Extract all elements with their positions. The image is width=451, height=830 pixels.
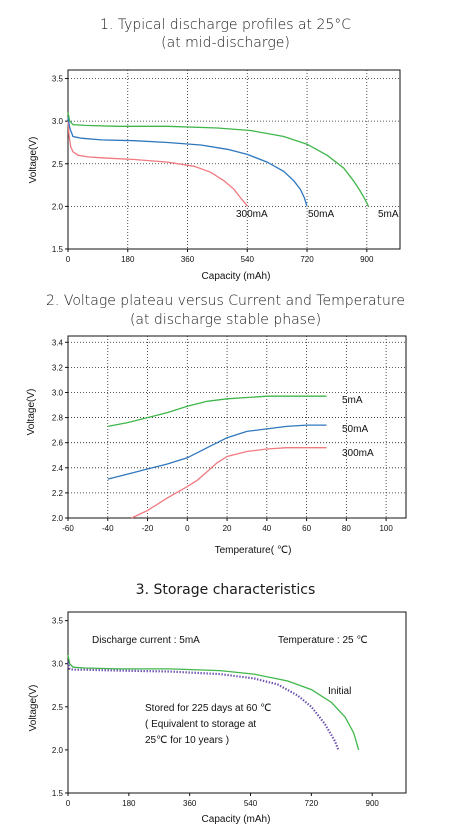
x-tick-label: 540 <box>241 255 255 264</box>
x-tick-label: 540 <box>244 799 258 808</box>
series-300ma <box>67 121 248 207</box>
series-5ma <box>67 112 370 207</box>
y-tick-label: 2.4 <box>52 464 64 473</box>
x-tick-label: 0 <box>66 799 71 808</box>
chart2-label-50ma: 50mA <box>342 424 368 435</box>
chart3-plot: 0 180 360 540 720 900 1.5 2.0 2.5 3.0 3.5 <box>52 611 407 808</box>
chart1-title: 1. Typical discharge profiles at 25°C <box>99 17 352 33</box>
chart2-svg: -60 -40 -20 0 20 40 60 80 100 2.0 2.2 2.4 2.6 2.8 3.0 3… <box>26 335 407 556</box>
chart1-label-5mA: 5mA <box>378 209 399 220</box>
series-stored-for-225-days-at-60- <box>66 661 340 751</box>
y-tick-label: 2.0 <box>52 746 64 755</box>
y-tick-label: 3.5 <box>52 75 64 84</box>
x-tick-label: -40 <box>102 524 114 533</box>
chart1-label-300mA: 300mA <box>236 209 268 220</box>
x-tick-label: 60 <box>302 524 311 533</box>
series-50ma <box>67 116 308 207</box>
y-tick-label: 3.0 <box>52 117 64 126</box>
x-tick-label: -20 <box>142 524 154 533</box>
y-tick-label: 3.2 <box>52 363 64 372</box>
chart3-stored-line3: 25℃ for 10 years ) <box>145 735 229 746</box>
x-tick-label: 360 <box>181 255 195 264</box>
chart1-ylabel: Voltage(V) <box>28 137 39 184</box>
x-tick-label: 20 <box>223 524 232 533</box>
plot-frame <box>67 335 407 519</box>
x-tick-label: 100 <box>379 524 393 533</box>
x-tick-label: -60 <box>62 524 74 533</box>
chart3-initial-label: Initial <box>328 686 351 697</box>
series-300ma <box>131 447 327 519</box>
y-tick-label: 2.0 <box>52 202 64 211</box>
chart2-plot: -60 -40 -20 0 20 40 60 80 100 2.0 2.2 2.4 2.6 2.8 3.0 3… <box>52 335 407 533</box>
x-tick-label: 360 <box>183 799 197 808</box>
y-tick-label: 2.5 <box>52 160 64 169</box>
y-tick-label: 3.0 <box>52 660 64 669</box>
y-tick-label: 2.8 <box>52 414 64 423</box>
y-tick-label: 1.5 <box>52 245 64 254</box>
plot-frame <box>67 611 407 794</box>
y-tick-label: 1.5 <box>52 789 64 798</box>
chart3-stored-line1: Stored for 225 days at 60 ℃ <box>145 703 271 714</box>
series-5ma <box>107 395 327 428</box>
chart1-xlabel: Capacity (mAh) <box>202 271 271 282</box>
series-initial <box>67 654 360 751</box>
chart3-ylabel: Voltage(V) <box>28 685 39 732</box>
x-tick-label: 40 <box>262 524 271 533</box>
x-tick-label: 900 <box>366 799 380 808</box>
chart2-title: 2. Voltage plateau versus Current and Te… <box>46 293 405 309</box>
chart3-discharge-note: Discharge current : 5mA <box>92 635 200 646</box>
chart1-subtitle: (at mid-discharge) <box>161 35 290 51</box>
x-tick-label: 900 <box>360 255 374 264</box>
chart3-temperature-note: Temperature : 25 ℃ <box>278 635 368 646</box>
chart2-ylabel: Voltage(V) <box>26 389 37 436</box>
y-tick-label: 2.0 <box>52 514 64 523</box>
chart2-subtitle: (at discharge stable phase) <box>129 312 322 328</box>
chart3-xlabel: Capacity (mAh) <box>202 814 271 825</box>
chart3-title: 3. Storage characteristics <box>135 582 316 598</box>
y-tick-label: 2.5 <box>52 703 64 712</box>
x-tick-label: 80 <box>342 524 351 533</box>
chart1-plot: 0 180 360 540 720 900 1.5 2.0 2.5 3.0 3.5 <box>52 69 401 264</box>
y-tick-label: 3.5 <box>52 617 64 626</box>
chart2-label-300ma: 300mA <box>342 448 374 459</box>
chart1-label-50mA: 50mA <box>308 209 334 220</box>
y-tick-label: 3.0 <box>52 388 64 397</box>
chart2-label-5ma: 5mA <box>342 395 363 406</box>
plot-frame <box>67 69 401 250</box>
y-tick-label: 2.2 <box>52 489 64 498</box>
y-tick-label: 3.4 <box>52 338 64 347</box>
series-50ma <box>107 424 327 480</box>
x-tick-label: 180 <box>122 799 136 808</box>
chart1-svg: 0 180 360 540 720 900 1.5 2.0 2.5 3.0 3.5 Capacity… <box>28 69 401 282</box>
x-tick-label: 720 <box>305 799 319 808</box>
x-tick-label: 0 <box>185 524 190 533</box>
chart2-xlabel: Temperature( ℃) <box>215 545 292 556</box>
x-tick-label: 180 <box>121 255 135 264</box>
x-tick-label: 0 <box>66 255 71 264</box>
chart3-stored-line2: ( Equivalent to storage at <box>145 719 256 730</box>
y-tick-label: 2.6 <box>52 439 64 448</box>
x-tick-label: 720 <box>300 255 314 264</box>
